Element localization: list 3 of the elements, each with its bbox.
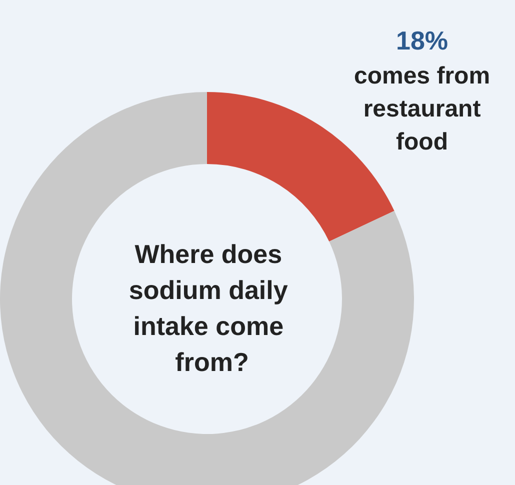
data-label: 18% — [396, 26, 448, 56]
text: Where does sodium daily intake come from? — [128, 239, 296, 377]
slice-label: comes from restaurant food — [354, 62, 490, 156]
